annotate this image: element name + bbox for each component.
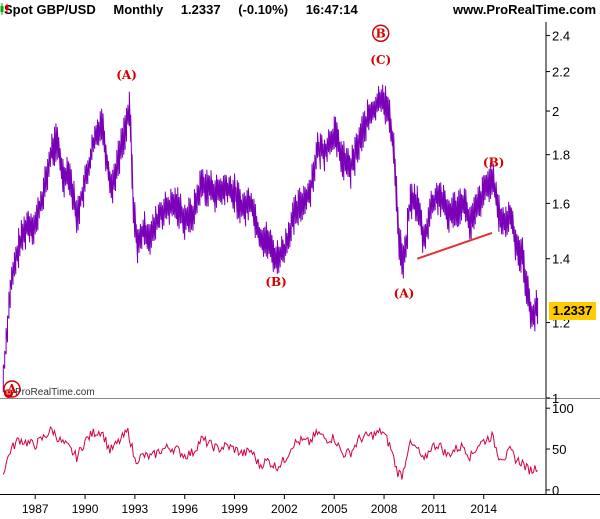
x-axis: 1987 1990 1993 1996 1999 2002 2005 2008 2011 2014 (0, 494, 600, 516)
x-tick-label: 1996 (171, 502, 198, 516)
rsi-y-tick-label: 100 (552, 401, 574, 416)
wave-label-circle (3, 380, 21, 398)
last-price-label: 1.2337 (180, 2, 221, 17)
time-label: 16:47:14 (305, 2, 358, 17)
x-tick-label: 1999 (221, 502, 248, 516)
y-tick-label: 1.8 (552, 148, 570, 163)
copyright-icon: © (4, 389, 13, 398)
x-tick-label: 2008 (371, 502, 398, 516)
x-tick-label: 2011 (421, 502, 447, 516)
x-tick-label: 1993 (122, 502, 149, 516)
wave-label: (B) (483, 155, 505, 169)
x-tick-label: 1990 (72, 502, 99, 516)
rsi-series-line (2, 426, 538, 480)
symbol-label: Spot GBP/USD (4, 2, 96, 17)
last-price-tag: 1.2337 (549, 302, 596, 320)
timeframe-label: Monthly (113, 2, 164, 17)
wave-label: (B) (265, 275, 287, 289)
y-tick-label: 1.6 (552, 196, 570, 211)
candlestick-icon (0, 3, 9, 15)
y-tick-label: 2.4 (552, 29, 570, 44)
change-label: (-0.10%) (238, 2, 289, 17)
y-tick-label: 2.2 (552, 65, 570, 80)
watermark: © ProRealTime.com (4, 387, 95, 398)
y-tick-label: 1.4 (552, 252, 570, 267)
x-tick-label: 1987 (22, 502, 49, 516)
rsi-panel: 0 50 100 (2, 401, 574, 498)
wave-label: A (6, 382, 17, 396)
wave-label-circle (371, 24, 390, 43)
x-tick-label: 2014 (470, 502, 497, 516)
rsi-y-tick-label: 0 (552, 483, 559, 498)
site-link[interactable]: www.ProRealTime.com (452, 2, 596, 17)
chart-header: Spot GBP/USD Monthly 1.2337 (-0.10%) 16:… (4, 2, 372, 17)
wave-label: (C) (370, 53, 391, 67)
price-series-line (2, 84, 539, 393)
wave-label: (A) (394, 286, 415, 300)
y-tick-label: 2 (552, 104, 559, 119)
wave-label: (A) (116, 68, 137, 82)
trendline (416, 231, 493, 260)
x-tick-label: 2002 (271, 502, 298, 516)
y-tick-label: 1 (552, 391, 559, 406)
watermark-text: ProRealTime.com (15, 387, 95, 398)
x-tick-label: 2005 (321, 502, 348, 516)
price-panel: 11.21.41.61.822.22.4A(A)(B)B(C)(A)(B) (0, 22, 600, 494)
rsi-y-tick-label: 50 (552, 442, 566, 457)
wave-label: B (376, 26, 386, 40)
